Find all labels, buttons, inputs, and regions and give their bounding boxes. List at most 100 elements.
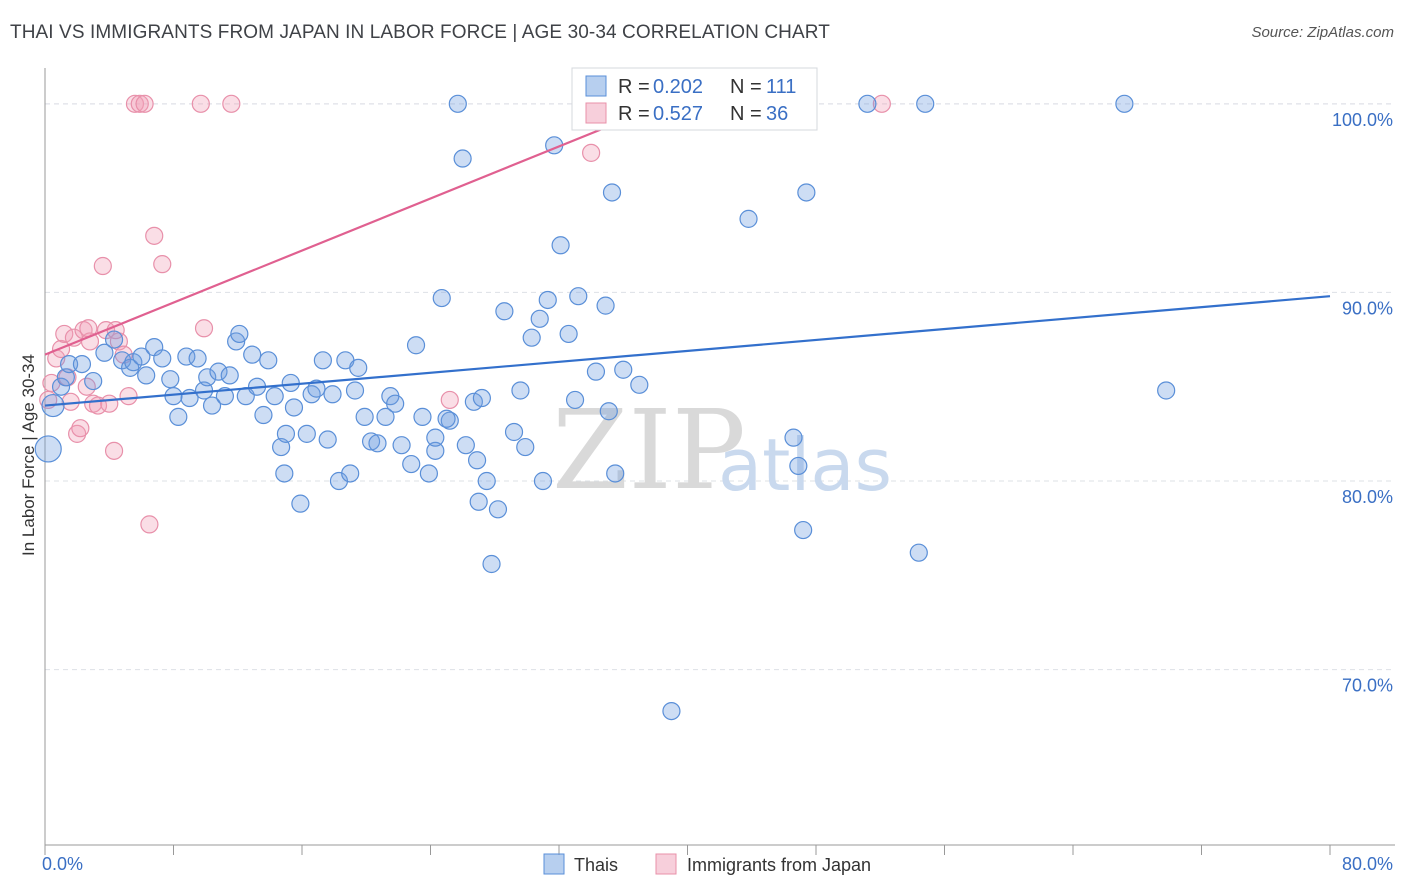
data-point <box>469 492 488 511</box>
data-point <box>355 407 374 426</box>
data-point <box>794 520 813 540</box>
data-point <box>482 554 501 574</box>
data-point <box>259 351 278 370</box>
data-point <box>586 362 606 381</box>
data-point <box>602 183 622 202</box>
data-point <box>565 390 585 410</box>
data-point <box>662 701 681 721</box>
data-point <box>291 494 310 513</box>
data-point <box>402 454 421 474</box>
tick-labels: 70.0% 80.0% 90.0% 100.0% 0.0% 80.0% In Labor F… <box>19 110 1393 874</box>
watermark: ZIP atlas <box>552 386 892 514</box>
x-tick-label: 0.0% <box>42 854 83 874</box>
data-point <box>135 94 154 113</box>
data-point <box>551 236 570 255</box>
data-point <box>582 143 601 162</box>
data-point <box>307 379 326 398</box>
data-point <box>437 409 456 428</box>
data-point <box>132 347 151 366</box>
series-japan-points <box>39 94 891 534</box>
data-point <box>84 371 103 391</box>
data-point <box>276 424 296 443</box>
data-point <box>440 411 459 430</box>
data-point <box>145 226 164 245</box>
data-point <box>169 407 188 426</box>
data-point <box>243 345 262 364</box>
data-point <box>93 256 112 276</box>
data-point <box>215 387 234 406</box>
source-label: Source: ZipAtlas.com <box>1251 24 1394 41</box>
data-point <box>220 366 239 385</box>
stats-n-value: 36 <box>766 103 788 125</box>
data-point <box>797 183 816 202</box>
data-point <box>265 387 284 406</box>
axes <box>44 68 1395 855</box>
data-point <box>419 464 438 483</box>
data-point <box>281 373 300 393</box>
data-point <box>392 436 411 455</box>
legend-label: Thais <box>574 855 618 875</box>
stats-n-label: N = <box>730 76 762 98</box>
y-tick-label: 100.0% <box>1332 110 1393 130</box>
data-point <box>68 424 87 443</box>
data-point <box>100 394 119 413</box>
data-point <box>125 94 145 113</box>
series-thais-points <box>34 94 1176 721</box>
data-point <box>194 319 214 338</box>
stats-n-label: N = <box>730 103 762 125</box>
data-point <box>606 464 625 483</box>
data-point <box>599 402 618 421</box>
data-point <box>376 407 395 426</box>
data-point <box>1115 94 1134 113</box>
data-point <box>530 309 549 328</box>
data-point <box>349 358 368 377</box>
chart-title: THAI VS IMMIGRANTS FROM JAPAN IN LABOR F… <box>10 22 830 43</box>
data-point <box>177 347 196 366</box>
data-point <box>784 428 803 447</box>
data-point <box>504 422 524 442</box>
data-point <box>630 375 649 394</box>
data-point <box>345 381 365 400</box>
data-point <box>909 543 928 562</box>
data-point <box>569 287 588 306</box>
data-point <box>1157 381 1176 400</box>
y-tick-label: 90.0% <box>1342 298 1393 318</box>
trend-line-japan <box>44 93 688 356</box>
data-point <box>516 437 535 457</box>
data-point <box>72 354 92 374</box>
data-point <box>361 432 381 451</box>
legend-label: Immigrants from Japan <box>687 855 871 875</box>
data-point <box>95 343 114 362</box>
data-point <box>161 370 180 389</box>
trend-line-thais <box>44 295 1331 407</box>
data-point <box>467 451 487 470</box>
y-axis-title: In Labor Force | Age 30-34 <box>19 354 38 556</box>
data-point <box>739 209 758 228</box>
data-point <box>448 94 467 113</box>
stats-r-label: R = <box>618 76 650 98</box>
data-point <box>614 360 633 379</box>
data-point <box>191 94 210 113</box>
watermark-atlas: atlas <box>718 423 892 507</box>
data-point <box>323 385 342 404</box>
y-tick-label: 70.0% <box>1342 676 1393 696</box>
data-point <box>432 288 451 308</box>
data-point <box>71 419 90 438</box>
data-point <box>368 434 387 453</box>
data-point <box>104 330 124 349</box>
stats-swatch <box>585 102 607 124</box>
data-point <box>34 435 62 463</box>
x-tick-label: 80.0% <box>1342 854 1393 874</box>
data-point <box>440 390 459 410</box>
data-point <box>284 398 304 417</box>
data-point <box>188 349 207 368</box>
data-point <box>453 149 472 168</box>
data-point <box>386 394 405 413</box>
data-point <box>789 456 808 476</box>
data-point <box>59 354 79 374</box>
stats-n-value: 111 <box>766 76 796 98</box>
data-point <box>511 381 530 400</box>
data-point <box>533 471 553 491</box>
data-point <box>140 515 159 534</box>
